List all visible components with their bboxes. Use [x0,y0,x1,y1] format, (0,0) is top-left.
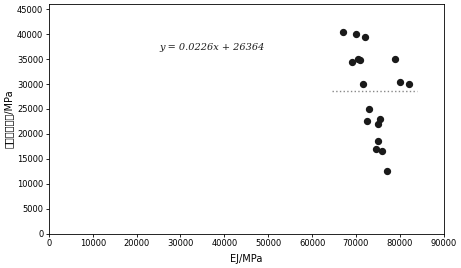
Text: y = 0.0226x + 26364: y = 0.0226x + 26364 [160,43,265,52]
Point [357,58,364,62]
Point [374,122,382,126]
Point [378,149,386,154]
Point [396,79,403,84]
Point [374,139,382,144]
X-axis label: EJ/MPa: EJ/MPa [230,254,262,264]
Point [355,57,362,61]
Point [372,147,379,151]
Point [359,82,366,86]
Point [339,29,347,34]
Point [361,35,368,39]
Point [366,107,373,111]
Point [352,32,360,36]
Point [348,59,355,64]
Point [377,117,384,121]
Point [405,82,412,86]
Point [383,169,390,173]
Point [363,119,371,124]
Y-axis label: 实测杨氏模量/MPa: 实测杨氏模量/MPa [4,90,14,148]
Point [392,57,399,61]
